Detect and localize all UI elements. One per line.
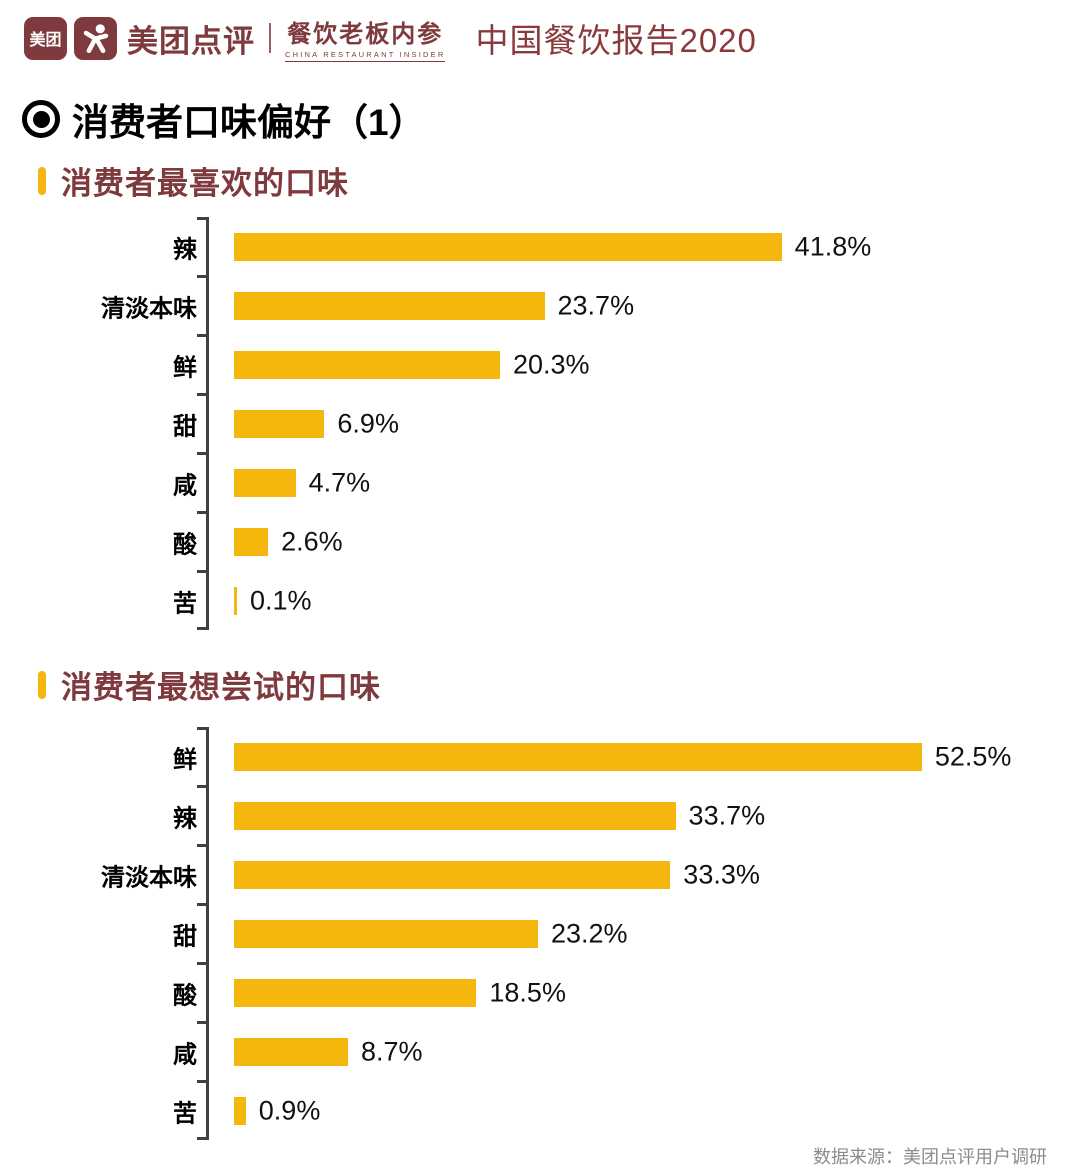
brand-name: 美团点评 — [127, 23, 255, 59]
chart-want-to-try-flavors: 鲜 52.5% 辣 33.7% 清淡本味 33.3% 甜 23.2% 酸 18.5% 咸 8.7% 苦 0… — [0, 727, 1067, 1140]
bar — [234, 291, 545, 320]
page-title: 消费者口味偏好（1） — [72, 102, 426, 143]
chart-row: 苦 0.9% — [0, 1081, 1067, 1140]
category-label: 苦 — [173, 1100, 197, 1127]
value-label: 0.1% — [250, 585, 312, 615]
axis-tick — [197, 1020, 209, 1024]
value-label: 2.6% — [281, 526, 343, 556]
section-header-want-to-try: 消费者最想尝试的口味 — [38, 662, 381, 707]
category-label: 鲜 — [173, 354, 197, 381]
category-label: 辣 — [173, 236, 197, 263]
sub-brand-en: CHINA RESTAURANT INSIDER — [285, 50, 446, 62]
section-marker-icon — [38, 670, 46, 699]
category-label: 咸 — [173, 1041, 197, 1068]
dianping-logo-icon — [74, 16, 117, 60]
value-label: 8.7% — [360, 1036, 423, 1066]
category-label: 甜 — [173, 923, 197, 950]
section-title-favorite: 消费者最喜欢的口味 — [61, 166, 349, 201]
bar — [234, 742, 922, 771]
bar — [234, 919, 538, 948]
category-label: 清淡本味 — [101, 295, 197, 322]
axis-tick — [197, 727, 209, 730]
value-label: 4.7% — [308, 467, 371, 497]
chart-row: 酸 18.5% — [0, 963, 1067, 1022]
bar — [234, 468, 296, 497]
axis-tick — [197, 843, 209, 847]
value-label: 41.8% — [794, 231, 872, 261]
chart-row: 清淡本味 23.7% — [0, 276, 1067, 335]
category-label: 酸 — [173, 531, 197, 558]
header-divider — [269, 23, 271, 53]
chart-row: 咸 8.7% — [0, 1022, 1067, 1081]
value-label: 23.7% — [557, 290, 635, 320]
axis-tick — [197, 510, 209, 514]
bar — [234, 860, 671, 889]
axis-tick — [197, 961, 209, 965]
report-title: 中国餐饮报告2020 — [475, 22, 757, 59]
axis-tick — [197, 627, 209, 630]
category-label: 甜 — [173, 413, 197, 440]
value-label: 33.3% — [683, 859, 760, 889]
bar — [234, 527, 269, 556]
axis-tick — [197, 333, 209, 337]
axis-tick — [197, 1137, 209, 1140]
bar — [234, 1096, 246, 1125]
chart-row: 甜 6.9% — [0, 394, 1067, 453]
value-label: 33.7% — [688, 800, 766, 830]
category-label: 咸 — [173, 472, 197, 499]
category-label: 辣 — [173, 805, 197, 832]
bar — [234, 1037, 348, 1066]
bar — [234, 350, 500, 379]
axis-tick — [197, 902, 209, 906]
chart-row: 清淡本味 33.3% — [0, 845, 1067, 904]
value-label: 20.3% — [512, 349, 590, 379]
category-label: 苦 — [173, 590, 197, 617]
value-label: 52.5% — [934, 741, 1012, 771]
axis-tick — [197, 451, 209, 455]
chart-row: 酸 2.6% — [0, 512, 1067, 571]
sub-brand-cn: 餐饮老板内参 — [287, 21, 444, 48]
page-title-row: 消费者口味偏好（1） — [22, 92, 426, 146]
bar — [234, 586, 237, 615]
meituan-logo-icon: 美团 — [24, 16, 67, 60]
chart-row: 辣 33.7% — [0, 786, 1067, 845]
meituan-logo-text: 美团 — [29, 32, 62, 49]
bar — [234, 232, 782, 261]
bar — [234, 801, 676, 830]
axis-tick — [197, 392, 209, 396]
chart-favorite-flavors: 辣 41.8% 清淡本味 23.7% 鲜 20.3% 甜 6.9% 咸 4.7% 酸 2.6% 苦 0.1… — [0, 217, 1067, 630]
category-label: 鲜 — [173, 746, 197, 773]
bar — [234, 978, 477, 1007]
category-label: 酸 — [173, 982, 197, 1009]
category-label: 清淡本味 — [101, 864, 197, 891]
axis-tick — [197, 784, 209, 788]
section-marker-icon — [38, 166, 46, 195]
value-label: 23.2% — [550, 918, 628, 948]
dianping-figure-icon — [83, 24, 108, 54]
value-label: 18.5% — [489, 977, 566, 1007]
chart-row: 鲜 52.5% — [0, 727, 1067, 786]
chart-row: 咸 4.7% — [0, 453, 1067, 512]
value-label: 0.9% — [258, 1095, 321, 1125]
value-label: 6.9% — [337, 408, 399, 438]
chart-row: 鲜 20.3% — [0, 335, 1067, 394]
chart-row: 甜 23.2% — [0, 904, 1067, 963]
bar — [234, 409, 325, 438]
chart-row: 苦 0.1% — [0, 571, 1067, 630]
axis-tick — [197, 1079, 209, 1083]
axis-tick — [197, 217, 209, 220]
chart-row: 辣 41.8% — [0, 217, 1067, 276]
sub-brand: 餐饮老板内参 CHINA RESTAURANT INSIDER — [285, 14, 446, 62]
axis-tick — [197, 274, 209, 278]
axis-tick — [197, 569, 209, 573]
data-source-note: 数据来源：美团点评用户调研 — [813, 1147, 1047, 1167]
section-header-favorite: 消费者最喜欢的口味 — [38, 158, 349, 203]
y-axis-line — [206, 217, 209, 630]
section-title-want-to-try: 消费者最想尝试的口味 — [61, 670, 381, 705]
bullseye-icon — [22, 100, 60, 138]
y-axis-line — [206, 727, 209, 1140]
bullseye-dot — [32, 110, 50, 128]
header: 美团 美团点评 餐饮老板内参 CHINA RESTAURANT INSIDER … — [24, 14, 757, 62]
